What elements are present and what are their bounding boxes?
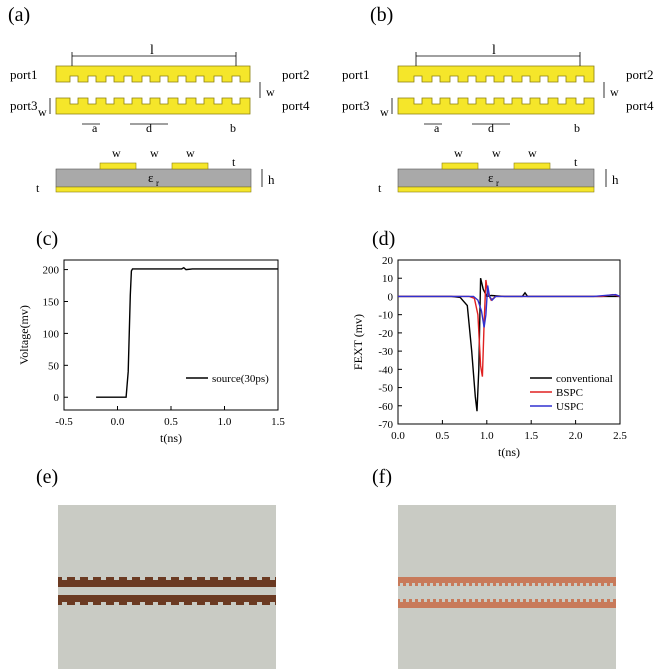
y-axis-label: FEXT (mv) bbox=[351, 314, 365, 370]
trace-lower-b bbox=[397, 97, 595, 115]
y-tick-label: 20 bbox=[382, 255, 394, 267]
legend-label: BSPC bbox=[556, 387, 583, 399]
epsilon-r: ε bbox=[148, 170, 154, 185]
plot-frame bbox=[63, 259, 279, 411]
x-tick-label: 0.0 bbox=[111, 416, 125, 428]
port2-label: port2 bbox=[282, 67, 309, 82]
x-tick-label: 1.5 bbox=[271, 416, 285, 428]
y-tick-label: 150 bbox=[43, 296, 60, 308]
svg-text:w: w bbox=[186, 146, 195, 160]
legend-label: source(30ps) bbox=[212, 373, 269, 385]
y-tick-label: 10 bbox=[382, 273, 394, 285]
panel-label-c: (c) bbox=[36, 228, 59, 250]
chart-d: 0.0 0.5 1.0 1.5 2.0 2.5 -70 -60 -50 -40 -30 -20 -10 0… bbox=[351, 255, 627, 459]
series-line-bspc bbox=[398, 279, 621, 377]
y-tick-label: -20 bbox=[378, 328, 393, 340]
x-tick-label: 1.0 bbox=[218, 416, 232, 428]
x-axis-label: t(ns) bbox=[498, 445, 520, 459]
diagram-b: l port1 port2 port3 port4 w w a d b w w … bbox=[342, 43, 654, 195]
x-tick-label: -0.5 bbox=[55, 416, 73, 428]
x-axis-label: t(ns) bbox=[160, 431, 182, 445]
svg-text:w: w bbox=[492, 146, 501, 160]
dim-a: a bbox=[92, 121, 98, 135]
svg-text:w: w bbox=[266, 85, 275, 99]
panel-label-d: (d) bbox=[372, 228, 396, 250]
svg-text:w: w bbox=[380, 105, 389, 119]
y-tick-label: -10 bbox=[378, 310, 393, 322]
diagram-a: l port1 port2 port3 port4 w w a d b w w … bbox=[10, 43, 310, 195]
svg-text:w: w bbox=[454, 146, 463, 160]
svg-text:port1: port1 bbox=[342, 67, 369, 82]
port3-label: port3 bbox=[10, 98, 37, 113]
panel-label-f: (f) bbox=[372, 466, 392, 488]
x-tick-label: 0.5 bbox=[164, 416, 178, 428]
svg-text:a: a bbox=[434, 121, 440, 135]
dim-l: l bbox=[150, 43, 154, 58]
plot-frame bbox=[397, 259, 621, 425]
y-tick-label: -50 bbox=[378, 383, 393, 395]
trace-upper-b bbox=[397, 65, 595, 83]
substrate-a bbox=[55, 168, 252, 188]
y-tick-label: -60 bbox=[378, 401, 393, 413]
legend-label: conventional bbox=[556, 373, 613, 385]
fabricated-line-upper-f bbox=[398, 577, 616, 586]
panel-label-e: (e) bbox=[36, 466, 59, 488]
y-tick-label: 100 bbox=[43, 328, 60, 340]
series-line-uspc bbox=[398, 285, 621, 328]
panel-label-b: (b) bbox=[370, 4, 394, 26]
x-tick-label: 2.5 bbox=[613, 430, 627, 442]
svg-text:w: w bbox=[38, 105, 47, 119]
port1-label: port1 bbox=[10, 67, 37, 82]
svg-text:l: l bbox=[492, 43, 496, 58]
y-tick-label: 50 bbox=[48, 360, 60, 372]
dim-b: b bbox=[230, 121, 236, 135]
svg-text:r: r bbox=[496, 178, 499, 188]
y-tick-label: 200 bbox=[43, 265, 60, 277]
y-axis-label: Voltage(mv) bbox=[17, 305, 31, 365]
fabricated-line-upper bbox=[58, 577, 276, 587]
svg-text:w: w bbox=[610, 85, 619, 99]
port4-label: port4 bbox=[282, 98, 310, 113]
dim-d: d bbox=[146, 121, 152, 135]
svg-text:h: h bbox=[612, 172, 619, 187]
svg-text:w: w bbox=[112, 146, 121, 160]
svg-text:t: t bbox=[232, 155, 236, 169]
y-tick-label: 0 bbox=[54, 392, 60, 404]
svg-text:t: t bbox=[378, 181, 382, 195]
y-tick-label: -40 bbox=[378, 364, 393, 376]
y-tick-label: -70 bbox=[378, 419, 393, 431]
svg-text:w: w bbox=[528, 146, 537, 160]
svg-text:ε: ε bbox=[488, 170, 494, 185]
chart-c: -0.5 0.0 0.5 1.0 1.5 0 50 100 150 200 t(ns) Voltage… bbox=[17, 259, 285, 445]
trace-lower bbox=[55, 97, 251, 115]
series-line-conventional bbox=[398, 278, 620, 412]
photo-f bbox=[398, 505, 616, 669]
svg-text:port2: port2 bbox=[626, 67, 653, 82]
svg-text:d: d bbox=[488, 121, 494, 135]
svg-text:t: t bbox=[36, 181, 40, 195]
svg-text:t: t bbox=[574, 155, 578, 169]
svg-text:b: b bbox=[574, 121, 580, 135]
svg-text:port4: port4 bbox=[626, 98, 654, 113]
y-tick-label: 0 bbox=[388, 291, 394, 303]
fabricated-line-lower bbox=[58, 595, 276, 605]
photo-e bbox=[58, 505, 276, 669]
dim-h: h bbox=[268, 172, 275, 187]
x-tick-label: 0.0 bbox=[391, 430, 405, 442]
x-tick-label: 1.0 bbox=[480, 430, 494, 442]
fabricated-line-lower-f bbox=[398, 599, 616, 608]
svg-text:port3: port3 bbox=[342, 98, 369, 113]
x-tick-label: 1.5 bbox=[524, 430, 538, 442]
svg-text:w: w bbox=[150, 146, 159, 160]
legend-label: USPC bbox=[556, 401, 584, 413]
ground-a bbox=[55, 186, 252, 193]
x-tick-label: 2.0 bbox=[569, 430, 583, 442]
trace-upper bbox=[55, 65, 251, 83]
panel-label-a: (a) bbox=[8, 4, 31, 26]
y-tick-label: -30 bbox=[378, 346, 393, 358]
series-line-source-30ps- bbox=[96, 266, 278, 398]
svg-text:r: r bbox=[156, 178, 159, 188]
x-tick-label: 0.5 bbox=[436, 430, 450, 442]
